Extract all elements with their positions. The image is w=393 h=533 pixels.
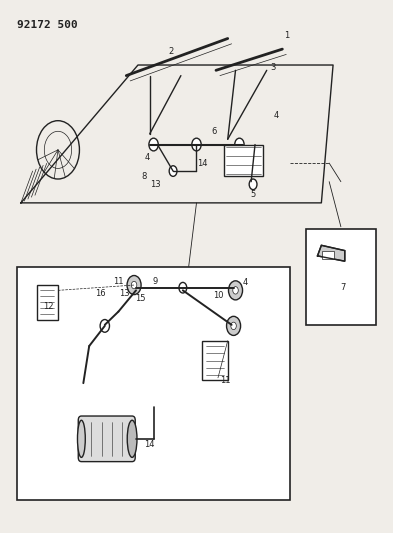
Circle shape bbox=[233, 287, 238, 294]
Circle shape bbox=[235, 138, 244, 151]
Text: 13: 13 bbox=[119, 288, 130, 297]
Text: 13: 13 bbox=[150, 180, 161, 189]
Circle shape bbox=[149, 138, 158, 151]
Text: 16: 16 bbox=[95, 288, 106, 297]
Circle shape bbox=[249, 179, 257, 190]
Text: 6: 6 bbox=[211, 127, 217, 136]
Text: 12: 12 bbox=[43, 302, 53, 311]
Text: 10: 10 bbox=[213, 291, 223, 300]
Circle shape bbox=[131, 281, 137, 289]
Text: 9: 9 bbox=[153, 277, 158, 286]
Circle shape bbox=[179, 282, 187, 293]
Text: 14: 14 bbox=[144, 440, 155, 449]
Text: 14: 14 bbox=[197, 159, 208, 167]
Circle shape bbox=[231, 322, 236, 329]
Circle shape bbox=[192, 138, 201, 151]
Bar bbox=[17, 266, 290, 500]
Text: 4: 4 bbox=[145, 154, 151, 163]
Text: 11: 11 bbox=[113, 277, 124, 286]
Text: 15: 15 bbox=[135, 294, 145, 303]
Text: 8: 8 bbox=[141, 172, 147, 181]
Bar bbox=[224, 144, 263, 176]
Circle shape bbox=[226, 317, 241, 335]
Ellipse shape bbox=[77, 420, 85, 457]
Text: 92172 500: 92172 500 bbox=[17, 20, 78, 30]
Bar bbox=[306, 229, 376, 325]
FancyBboxPatch shape bbox=[78, 416, 135, 462]
Text: 1: 1 bbox=[284, 31, 289, 41]
Ellipse shape bbox=[127, 420, 137, 457]
Circle shape bbox=[100, 319, 110, 332]
Bar bbox=[322, 251, 334, 259]
Text: 11: 11 bbox=[220, 376, 231, 385]
Text: 5: 5 bbox=[250, 190, 256, 199]
Text: 3: 3 bbox=[270, 63, 275, 72]
Text: 2: 2 bbox=[169, 47, 174, 56]
Circle shape bbox=[169, 166, 177, 176]
Circle shape bbox=[127, 276, 141, 295]
Text: 7: 7 bbox=[340, 283, 345, 292]
Bar bbox=[202, 341, 228, 381]
Text: 4: 4 bbox=[274, 111, 279, 120]
Polygon shape bbox=[318, 245, 345, 261]
Circle shape bbox=[228, 281, 242, 300]
Text: 4: 4 bbox=[242, 278, 248, 287]
Bar bbox=[37, 285, 58, 319]
